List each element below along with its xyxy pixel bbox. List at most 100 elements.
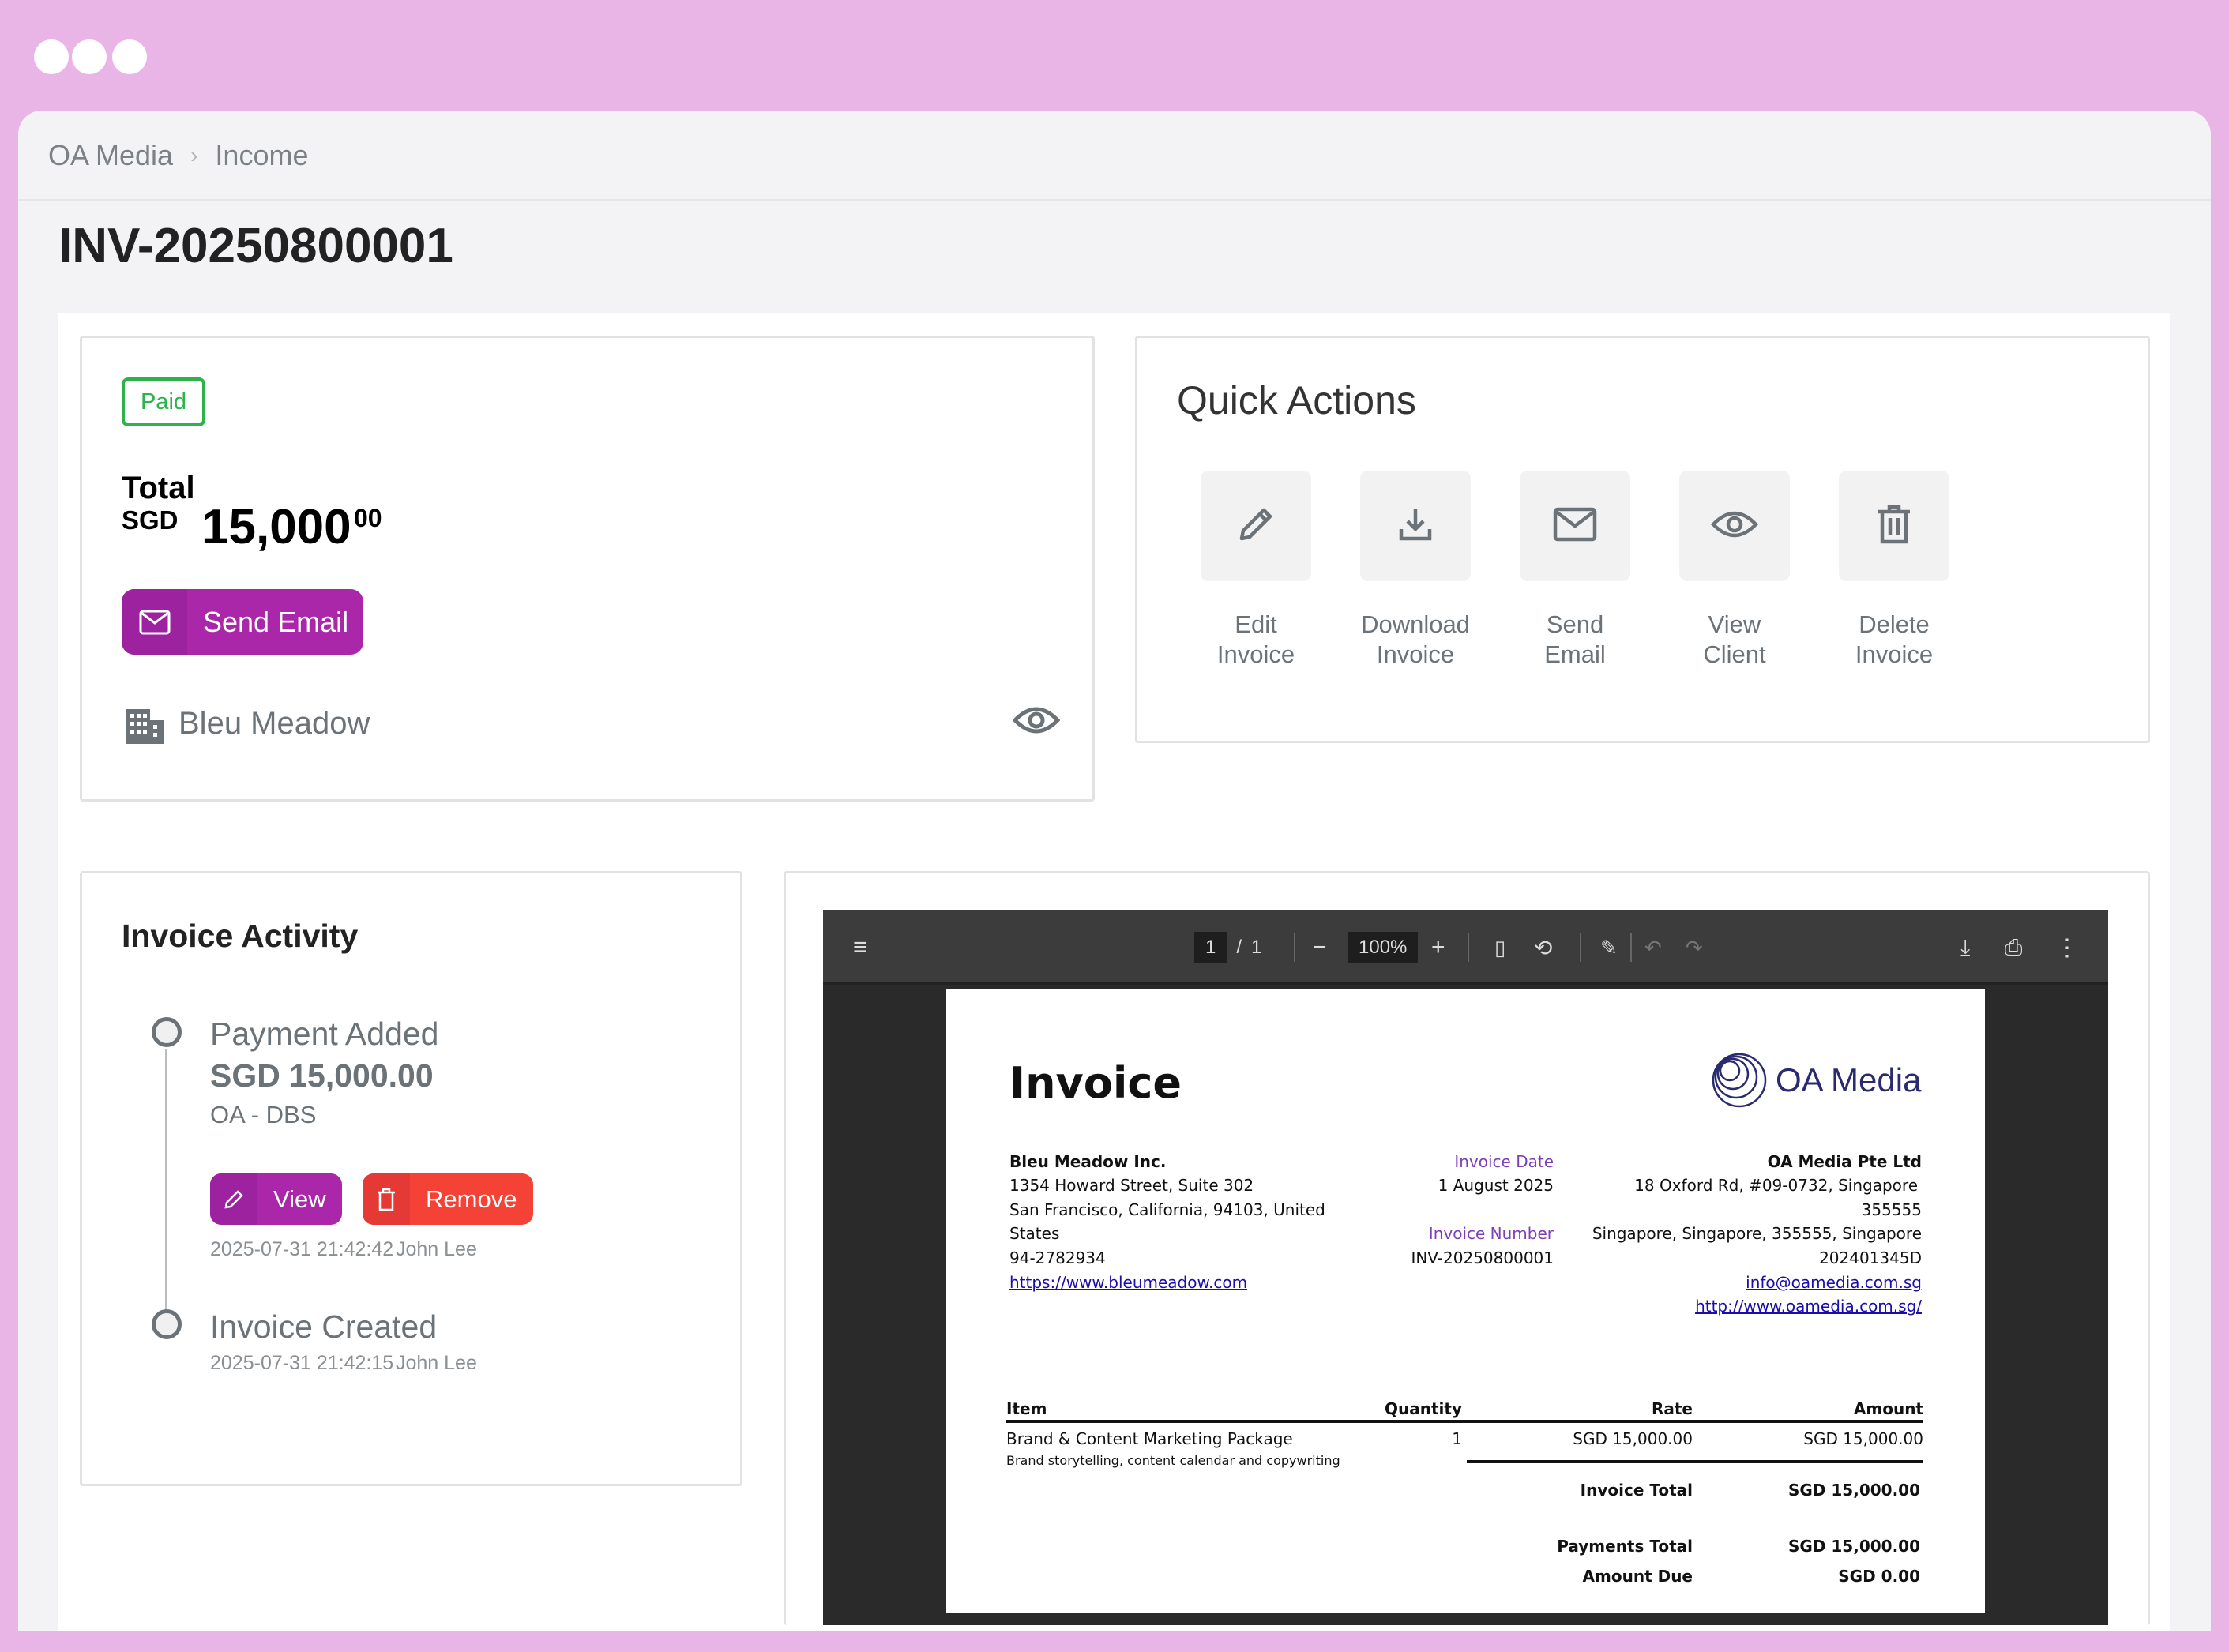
invoice-total-value: SGD 15,000.00: [1788, 1481, 1920, 1500]
zoom-level[interactable]: 100%: [1348, 910, 1419, 985]
zoom-out-icon[interactable]: −: [1313, 934, 1327, 960]
zoom-value: 100%: [1348, 932, 1419, 963]
bill-to-line: States: [1009, 1224, 1060, 1243]
quick-action-label: Send: [1546, 610, 1604, 638]
breadcrumb-separator: ›: [190, 143, 198, 167]
page-separator: /: [1236, 937, 1242, 958]
send-email-label: Send Email: [203, 605, 349, 638]
more-options-icon[interactable]: ⋮: [2055, 934, 2079, 961]
totals-rule: [1467, 1460, 1923, 1463]
breadcrumb-item-oa-media[interactable]: OA Media: [48, 139, 174, 171]
total-currency: SGD: [122, 505, 179, 535]
timeline-line: [165, 1049, 167, 1325]
from-email-link[interactable]: info@oamedia.com.sg: [1746, 1273, 1922, 1292]
table-header-quantity: Quantity: [1385, 1399, 1462, 1418]
row-amount: SGD 15,000.00: [1803, 1429, 1923, 1448]
menu-icon[interactable]: ≡: [853, 934, 867, 960]
quick-action-label: Invoice: [1216, 640, 1295, 668]
amount-due-value: SGD 0.00: [1838, 1567, 1920, 1586]
bill-to-line: 1354 Howard Street, Suite 302: [1009, 1176, 1254, 1195]
payments-total-label: Payments Total: [1557, 1537, 1693, 1556]
download-icon[interactable]: ⤓: [1960, 934, 1971, 959]
print-icon[interactable]: ⎙: [2005, 934, 2023, 959]
undo-icon[interactable]: ↶: [1644, 935, 1662, 959]
invoice-summary-card: Paid Total SGD 15,000 00 Send Email Bleu…: [80, 336, 1095, 802]
from-line: 202401345D: [1819, 1248, 1922, 1267]
event-user: John Lee: [396, 1352, 477, 1374]
timeline-dot: [152, 1017, 182, 1047]
table-header-rate: Rate: [1651, 1399, 1693, 1418]
send-email-button[interactable]: Send Email: [122, 589, 363, 655]
quick-action-view-client[interactable]: View Client: [1679, 471, 1790, 670]
event-timestamp: 2025-07-31 21:42:42: [210, 1238, 394, 1260]
building-icon: [125, 708, 166, 749]
page-title: INV-20250800001: [58, 219, 453, 273]
window-dot-close[interactable]: [34, 39, 69, 74]
invoice-total-label: Invoice Total: [1580, 1481, 1693, 1500]
divider: [18, 199, 2211, 201]
view-client-eye-icon[interactable]: [1012, 703, 1061, 742]
remove-label: Remove: [426, 1185, 517, 1213]
invoice-activity-card: Invoice Activity Payment Added SGD 15,00…: [80, 871, 742, 1486]
total-cents: 00: [354, 504, 382, 532]
timeline-dot: [152, 1309, 182, 1339]
quick-action-label: View: [1708, 610, 1761, 638]
from-website-link[interactable]: http://www.oamedia.com.sg/: [1695, 1297, 1922, 1316]
fit-page-icon[interactable]: ▯: [1494, 935, 1506, 959]
breadcrumb-item-income[interactable]: Income: [215, 139, 309, 171]
divider: [1580, 933, 1581, 962]
page-total: 1: [1251, 937, 1262, 958]
divider: [1630, 933, 1632, 962]
from-name: OA Media Pte Ltd: [1767, 1152, 1922, 1171]
bill-to-line: 94-2782934: [1009, 1248, 1106, 1267]
pdf-viewer: ≡ 1 / 1 − 100% + ▯ ⟲ ✎ ↶: [823, 910, 2108, 1625]
quick-action-edit-invoice[interactable]: Edit Invoice: [1201, 471, 1311, 670]
window-dot-minimize[interactable]: [72, 39, 107, 74]
invoice-preview-card: ≡ 1 / 1 − 100% + ▯ ⟲ ✎ ↶: [784, 871, 2150, 1625]
quick-action-delete-invoice[interactable]: Delete Invoice: [1839, 471, 1949, 670]
download-icon: [1395, 504, 1436, 549]
event-amount: SGD 15,000.00: [210, 1057, 434, 1094]
invoice-date: 1 August 2025: [1438, 1176, 1554, 1195]
window-dot-zoom[interactable]: [112, 39, 147, 74]
bill-to-website-link[interactable]: https://www.bleumeadow.com: [1009, 1273, 1248, 1292]
row-description: Brand storytelling, content calendar and…: [1006, 1453, 1340, 1468]
quick-action-label: Email: [1544, 640, 1606, 668]
client-name[interactable]: Bleu Meadow: [179, 706, 370, 741]
quick-action-send-email[interactable]: Send Email: [1520, 471, 1630, 670]
row-rate: SGD 15,000.00: [1573, 1429, 1693, 1448]
total-amount: 15,000: [201, 500, 351, 554]
pencil-icon: [1235, 504, 1276, 549]
row-quantity: 1: [1452, 1429, 1462, 1448]
table-header-rule: [1006, 1420, 1923, 1423]
annotate-icon[interactable]: ✎: [1600, 935, 1618, 959]
divider: [1294, 933, 1295, 962]
quick-actions-title: Quick Actions: [1177, 378, 1416, 422]
row-item: Brand & Content Marketing Package: [1006, 1429, 1293, 1448]
zoom-in-icon[interactable]: +: [1431, 934, 1445, 960]
invoice-heading: Invoice: [1009, 1058, 1182, 1108]
divider: [1468, 933, 1469, 962]
invoice-date-label: Invoice Date: [1454, 1152, 1554, 1171]
event-timestamp: 2025-07-31 21:42:15: [210, 1352, 394, 1374]
event-user: John Lee: [396, 1238, 477, 1260]
page-number-input[interactable]: 1: [1194, 932, 1227, 963]
quick-action-download-invoice[interactable]: Download Invoice: [1360, 471, 1471, 670]
invoice-number: INV-20250800001: [1411, 1248, 1554, 1267]
rotate-icon[interactable]: ⟲: [1534, 935, 1553, 960]
remove-payment-button[interactable]: Remove: [363, 1173, 533, 1225]
pdf-page: Invoice OA Media Bleu Meadow Inc. 1354 H…: [946, 989, 1985, 1613]
event-account: OA - DBS: [210, 1101, 317, 1128]
page-indicator: 1 / 1: [1194, 910, 1261, 985]
trash-icon: [363, 1173, 410, 1225]
view-payment-button[interactable]: View: [210, 1173, 342, 1225]
view-label: View: [273, 1185, 326, 1213]
quick-action-label: Invoice: [1855, 640, 1934, 668]
amount-due-label: Amount Due: [1582, 1567, 1693, 1586]
app-window: OA Media › Income INV-20250800001 Paid T…: [18, 111, 2211, 1631]
redo-icon[interactable]: ↷: [1686, 935, 1703, 959]
quick-action-label: Edit: [1235, 610, 1277, 638]
logo-mark: [1712, 1053, 1767, 1108]
eye-icon: [1710, 507, 1759, 546]
activity-title: Invoice Activity: [122, 918, 359, 954]
